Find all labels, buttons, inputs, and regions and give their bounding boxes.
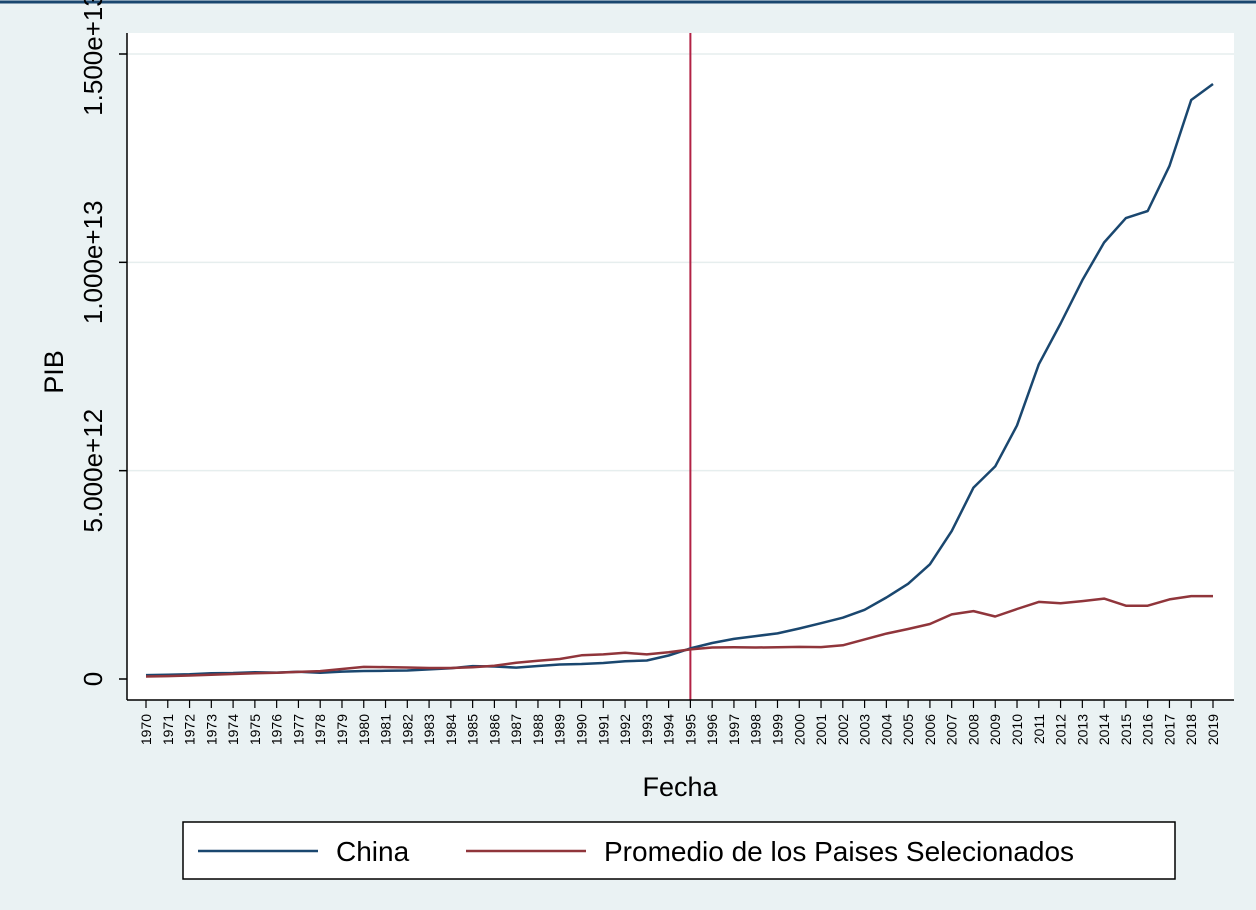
x-tick-label-1997: 1997 (726, 714, 742, 745)
legend-label-promedio: Promedio de los Paises Selecionados (604, 836, 1074, 867)
x-tick-label-2002: 2002 (835, 714, 851, 745)
x-tick-label-2018: 2018 (1183, 714, 1199, 745)
x-tick-label-2007: 2007 (944, 714, 960, 745)
x-tick-label-1974: 1974 (225, 714, 241, 745)
x-tick-label-1992: 1992 (617, 714, 633, 745)
x-tick-label-2000: 2000 (791, 714, 807, 745)
x-tick-label-1998: 1998 (748, 714, 764, 745)
x-tick-label-1985: 1985 (465, 714, 481, 745)
x-tick-label-1979: 1979 (334, 714, 350, 745)
x-tick-label-1976: 1976 (269, 714, 285, 745)
x-tick-label-2017: 2017 (1161, 714, 1177, 745)
legend-label-china: China (336, 836, 410, 867)
x-tick-label-1973: 1973 (203, 714, 219, 745)
x-tick-label-1986: 1986 (486, 714, 502, 745)
y-tick-label-0: 0 (78, 672, 108, 686)
x-tick-label-2011: 2011 (1031, 714, 1047, 744)
x-tick-label-2008: 2008 (965, 714, 981, 745)
x-tick-label-1971: 1971 (160, 714, 176, 745)
x-tick-label-1989: 1989 (552, 714, 568, 745)
x-axis-title: Fecha (642, 772, 718, 802)
x-tick-label-1970: 1970 (138, 714, 154, 745)
x-tick-label-1977: 1977 (290, 714, 306, 745)
x-tick-label-2012: 2012 (1053, 714, 1069, 745)
x-tick-label-2004: 2004 (878, 714, 894, 745)
x-tick-label-1994: 1994 (661, 714, 677, 745)
x-tick-label-1993: 1993 (639, 714, 655, 745)
x-tick-label-1988: 1988 (530, 714, 546, 745)
x-tick-label-2013: 2013 (1074, 714, 1090, 745)
legend: China Promedio de los Paises Selecionado… (182, 821, 1176, 880)
x-tick-label-1975: 1975 (247, 714, 263, 745)
x-tick-label-2016: 2016 (1140, 714, 1156, 745)
x-tick-label-2015: 2015 (1118, 714, 1134, 745)
x-tick-label-1983: 1983 (421, 714, 437, 745)
x-tick-label-1991: 1991 (595, 714, 611, 745)
series-lines (145, 82, 1214, 678)
y-gridlines (127, 53, 1234, 472)
y-axis-title: PIB (39, 350, 69, 394)
x-tick-label-2010: 2010 (1009, 714, 1025, 745)
y-tick-label-1: 5.000e+12 (78, 409, 108, 533)
y-axis-ticks: 0 5.000e+12 1.000e+13 1.500e+13 (78, 0, 127, 686)
x-tick-label-1987: 1987 (508, 714, 524, 745)
x-tick-label-1999: 1999 (769, 714, 785, 745)
x-tick-label-2001: 2001 (813, 714, 829, 745)
x-tick-label-2005: 2005 (900, 714, 916, 745)
x-tick-label-1990: 1990 (574, 714, 590, 745)
x-tick-label-1996: 1996 (704, 714, 720, 745)
x-tick-label-1995: 1995 (682, 714, 698, 745)
y-tick-label-2: 1.000e+13 (78, 201, 108, 325)
x-tick-label-1980: 1980 (356, 714, 372, 745)
x-tick-label-2006: 2006 (922, 714, 938, 745)
y-tick-label-3: 1.500e+13 (78, 0, 108, 116)
x-tick-label-2019: 2019 (1205, 714, 1221, 745)
axes (126, 33, 1234, 701)
plot-area (127, 33, 1234, 700)
x-tick-label-1982: 1982 (399, 714, 415, 745)
x-tick-label-1981: 1981 (378, 714, 394, 745)
x-axis-ticks: 1970 1971 1972 1973 1974 1975 1976 1977 1978 1979… (138, 700, 1221, 745)
x-tick-label-1972: 1972 (182, 714, 198, 745)
series-line-1 (145, 594, 1213, 678)
x-tick-label-2014: 2014 (1096, 714, 1112, 745)
x-tick-label-2003: 2003 (857, 714, 873, 745)
x-tick-label-1978: 1978 (312, 714, 328, 745)
x-tick-label-2009: 2009 (987, 714, 1003, 745)
x-tick-label-1984: 1984 (443, 714, 459, 745)
legend-box (182, 821, 1176, 880)
